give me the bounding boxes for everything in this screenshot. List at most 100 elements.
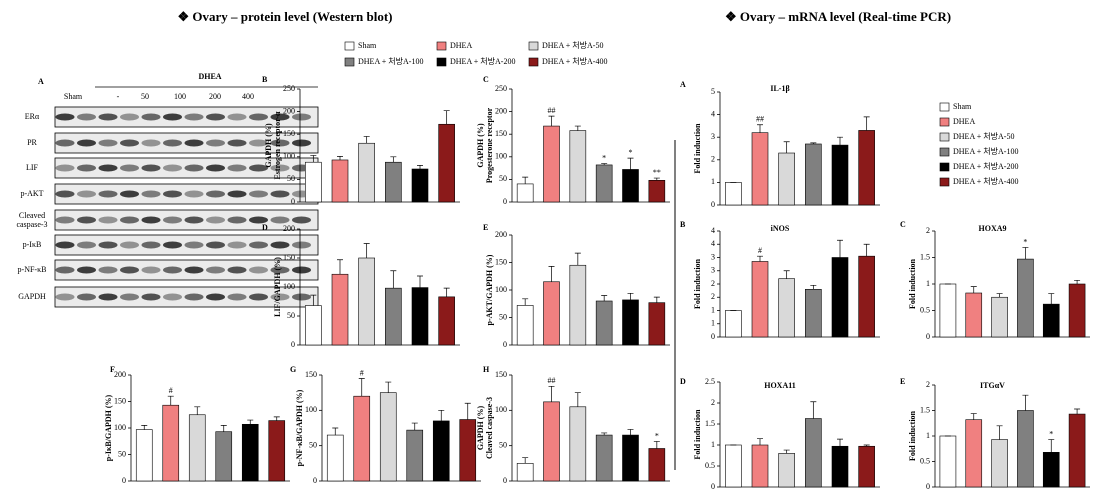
y-tick-label: 1 <box>711 305 715 314</box>
legend-swatch <box>528 41 539 51</box>
blot-band <box>227 113 247 121</box>
y-tick-label: 100 <box>495 152 507 161</box>
blot-band <box>55 113 75 121</box>
error-bar <box>332 427 339 436</box>
blot-band <box>163 241 182 249</box>
error-bar <box>363 243 370 258</box>
y-tick-label: 1 <box>926 279 930 288</box>
error-bar <box>194 406 201 415</box>
chart-title: ITGαV <box>980 381 1005 390</box>
blot-band <box>292 266 311 274</box>
blot-band <box>227 164 247 172</box>
bar <box>411 168 429 203</box>
y-tick-label: 0 <box>503 340 507 349</box>
y-tick-label: 0 <box>711 332 715 341</box>
error-bar <box>970 413 977 420</box>
y-tick-label: 2 <box>711 279 715 288</box>
legend-label: DHEA <box>953 117 975 126</box>
error-bar <box>1048 293 1055 305</box>
error-bar <box>273 416 280 421</box>
y-tick-label: 1 <box>711 319 715 328</box>
y-axis-label: Fold induction <box>693 123 702 174</box>
legend-swatch <box>436 41 447 51</box>
blot-band <box>184 266 204 274</box>
blot-row-label: p-AKT <box>20 189 43 198</box>
y-axis-label: GAPDH (%) <box>476 123 485 168</box>
error-bar <box>783 141 790 154</box>
error-bar <box>863 444 870 447</box>
y-tick-label: 50 <box>499 440 507 449</box>
error-bar <box>653 177 660 181</box>
blot-band <box>270 139 290 147</box>
error-bar <box>310 294 317 306</box>
bar <box>241 423 259 482</box>
y-tick-label: 0 <box>926 482 930 491</box>
y-tick-label: 150 <box>283 129 295 138</box>
bar <box>543 401 560 482</box>
y-axis-label: Cleaved caspase-3 <box>485 397 494 459</box>
y-axis-label: LIF/GAPDH (%) <box>273 257 282 317</box>
blot-band <box>292 241 311 249</box>
bar <box>516 305 534 346</box>
error-bar <box>1022 394 1029 411</box>
blot-band <box>163 293 182 301</box>
blot-band <box>292 293 311 301</box>
bar <box>965 419 983 488</box>
blot-band <box>292 139 311 147</box>
error-bar <box>810 284 817 290</box>
y-tick-label: 100 <box>283 282 295 291</box>
error-bar <box>810 401 817 419</box>
blot-band <box>55 241 75 249</box>
bar <box>858 445 875 488</box>
blot-band <box>163 113 182 121</box>
y-tick-label: 150 <box>495 370 507 379</box>
error-bar <box>653 441 660 449</box>
blot-band <box>98 241 118 249</box>
bar <box>516 183 534 203</box>
blot-band <box>98 190 118 198</box>
lane-label: 100 <box>174 92 186 101</box>
y-tick-label: 2 <box>711 292 715 301</box>
bar <box>326 434 344 482</box>
blot-band <box>292 216 311 224</box>
significance-label: * <box>602 153 606 162</box>
bar <box>939 283 957 338</box>
blot-band <box>163 266 182 274</box>
error-bar <box>757 255 763 262</box>
error-bar <box>574 125 581 131</box>
blot-band <box>120 164 139 172</box>
y-tick-label: 200 <box>283 106 295 115</box>
blot-band <box>206 293 225 301</box>
blot-band <box>270 241 290 249</box>
y-tick-label: 150 <box>305 370 317 379</box>
bar <box>965 292 983 338</box>
panel-letter: E <box>483 223 488 232</box>
bar <box>751 261 769 338</box>
legend-swatch <box>939 162 950 172</box>
blot-row-label: ERα <box>25 112 40 121</box>
blot-band <box>227 216 247 224</box>
y-tick-label: 100 <box>495 405 507 414</box>
legend-label: DHEA + 처방A-100 <box>358 56 423 66</box>
y-tick-label: 0 <box>122 476 126 485</box>
y-tick-label: 150 <box>495 129 507 138</box>
section-heading: ❖ Ovary – protein level (Western blot) <box>177 9 392 24</box>
error-bar <box>417 165 423 170</box>
blot-band <box>292 113 311 121</box>
bar <box>831 257 849 338</box>
y-tick-label: 50 <box>499 312 507 321</box>
y-tick-label: 2 <box>711 155 715 164</box>
error-bar <box>601 163 608 165</box>
y-tick-label: 200 <box>283 224 295 233</box>
y-tick-label: 4 <box>711 226 715 235</box>
bar <box>805 143 822 206</box>
bar <box>1042 452 1060 488</box>
chart-title: HOXA11 <box>764 381 796 390</box>
error-bar <box>363 136 370 144</box>
blot-band <box>163 139 182 147</box>
y-tick-label: 1.5 <box>920 252 930 261</box>
blot-band <box>55 266 75 274</box>
y-tick-label: 1 <box>711 440 715 449</box>
blot-band <box>249 241 268 249</box>
bar <box>751 132 769 206</box>
